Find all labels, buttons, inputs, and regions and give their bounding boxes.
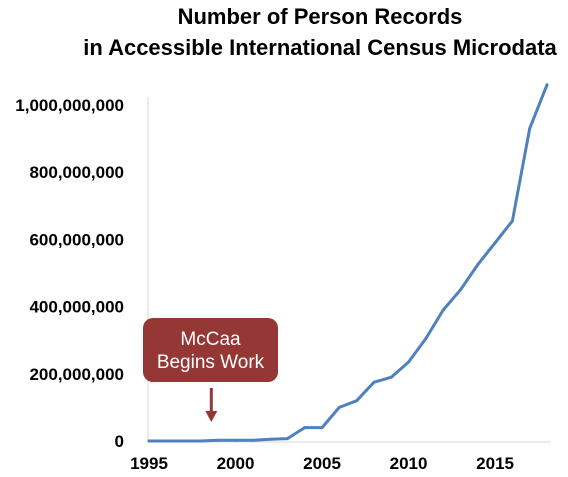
data-point [182, 439, 186, 443]
data-point [320, 426, 324, 430]
data-point [458, 288, 462, 292]
chart-title-line: Number of Person Records [178, 4, 463, 29]
data-point [545, 83, 549, 87]
data-point [303, 426, 307, 430]
y-tick-label: 800,000,000 [29, 163, 124, 182]
series-line [147, 83, 549, 443]
data-point [372, 380, 376, 384]
data-point [476, 263, 480, 267]
data-point [164, 439, 168, 443]
x-tick-label: 2000 [217, 454, 255, 473]
y-tick-label: 200,000,000 [29, 365, 124, 384]
data-point [424, 337, 428, 341]
data-point [285, 437, 289, 441]
y-tick-label: 600,000,000 [29, 230, 124, 249]
x-tick-label: 2015 [476, 454, 514, 473]
y-tick-label: 400,000,000 [29, 298, 124, 317]
data-point [268, 437, 272, 441]
x-tick-label: 2005 [303, 454, 341, 473]
data-point [441, 308, 445, 312]
chart-title-line: in Accessible International Census Micro… [83, 35, 557, 60]
x-tick-label: 1995 [130, 454, 168, 473]
annotation-text: Begins Work [157, 352, 265, 373]
chart-title: Number of Person Records in Accessible In… [83, 4, 557, 60]
data-point [147, 439, 151, 443]
data-point [510, 219, 514, 223]
data-point [407, 360, 411, 364]
annotation-text: McCaa [180, 329, 241, 350]
y-tick-label: 1,000,000,000 [15, 96, 124, 115]
data-point [251, 438, 255, 442]
data-point [216, 438, 220, 442]
annotation-arrow-head [205, 411, 218, 422]
data-point [199, 439, 203, 443]
y-tick-label: 0 [115, 432, 124, 451]
data-series [147, 83, 549, 443]
data-point [355, 399, 359, 403]
y-axis-ticks: 0 200,000,000 400,000,000 600,000,000 800,00… [15, 96, 124, 451]
data-point [234, 438, 238, 442]
data-point [493, 241, 497, 245]
data-point [528, 127, 532, 131]
x-tick-label: 2010 [390, 454, 428, 473]
x-axis-ticks: 1995 2000 2005 2010 2015 [130, 454, 514, 473]
data-point [389, 375, 393, 379]
annotation-box [143, 318, 278, 382]
data-point [337, 405, 341, 409]
axes [147, 97, 551, 443]
